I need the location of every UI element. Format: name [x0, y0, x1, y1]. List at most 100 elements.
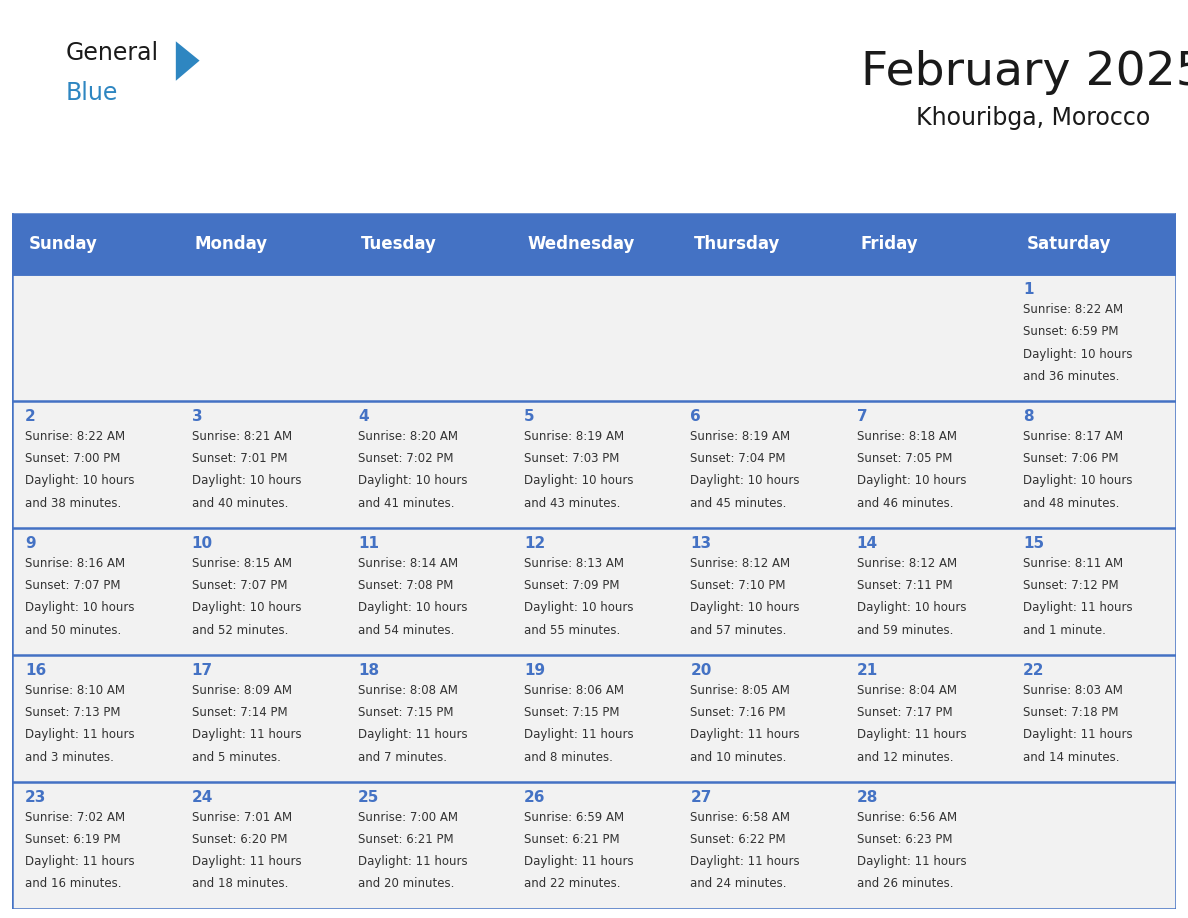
Text: Daylight: 11 hours: Daylight: 11 hours: [690, 856, 800, 868]
Text: 13: 13: [690, 536, 712, 551]
Text: Sunset: 6:21 PM: Sunset: 6:21 PM: [358, 833, 454, 846]
Text: Sunset: 7:15 PM: Sunset: 7:15 PM: [524, 706, 620, 719]
Text: Sunrise: 8:17 AM: Sunrise: 8:17 AM: [1023, 430, 1123, 443]
Text: 27: 27: [690, 790, 712, 805]
Text: Daylight: 11 hours: Daylight: 11 hours: [524, 728, 633, 742]
Text: Daylight: 11 hours: Daylight: 11 hours: [358, 728, 467, 742]
Text: Sunrise: 8:03 AM: Sunrise: 8:03 AM: [1023, 684, 1123, 697]
Text: Sunset: 7:05 PM: Sunset: 7:05 PM: [857, 453, 952, 465]
Text: Sunset: 6:59 PM: Sunset: 6:59 PM: [1023, 325, 1119, 339]
Bar: [843, 782, 1010, 909]
Text: Sunset: 7:12 PM: Sunset: 7:12 PM: [1023, 579, 1119, 592]
Bar: [843, 214, 1010, 274]
Text: Sunrise: 8:15 AM: Sunrise: 8:15 AM: [191, 557, 291, 570]
Bar: [511, 401, 677, 528]
Text: Sunset: 7:16 PM: Sunset: 7:16 PM: [690, 706, 786, 719]
Text: Daylight: 11 hours: Daylight: 11 hours: [358, 856, 467, 868]
Text: Daylight: 11 hours: Daylight: 11 hours: [191, 856, 301, 868]
Bar: [511, 528, 677, 655]
Text: Daylight: 10 hours: Daylight: 10 hours: [25, 601, 134, 614]
Text: 4: 4: [358, 409, 368, 424]
Text: and 59 minutes.: and 59 minutes.: [857, 623, 953, 636]
Text: Daylight: 10 hours: Daylight: 10 hours: [690, 601, 800, 614]
Text: Sunrise: 8:12 AM: Sunrise: 8:12 AM: [690, 557, 790, 570]
Text: Sunrise: 8:08 AM: Sunrise: 8:08 AM: [358, 684, 457, 697]
Text: Sunrise: 7:02 AM: Sunrise: 7:02 AM: [25, 811, 125, 823]
Text: Sunset: 7:11 PM: Sunset: 7:11 PM: [857, 579, 953, 592]
Bar: [12, 655, 178, 782]
Text: and 40 minutes.: and 40 minutes.: [191, 497, 287, 509]
Text: Daylight: 11 hours: Daylight: 11 hours: [1023, 601, 1132, 614]
Text: 25: 25: [358, 790, 379, 805]
Text: Sunrise: 8:05 AM: Sunrise: 8:05 AM: [690, 684, 790, 697]
Text: Sunset: 7:03 PM: Sunset: 7:03 PM: [524, 453, 619, 465]
Text: Sunrise: 8:19 AM: Sunrise: 8:19 AM: [524, 430, 624, 443]
Bar: [178, 274, 345, 401]
Bar: [511, 782, 677, 909]
Text: Sunrise: 8:13 AM: Sunrise: 8:13 AM: [524, 557, 624, 570]
Text: Sunset: 7:07 PM: Sunset: 7:07 PM: [191, 579, 287, 592]
Bar: [843, 274, 1010, 401]
Bar: [677, 782, 843, 909]
Text: Sunset: 7:07 PM: Sunset: 7:07 PM: [25, 579, 121, 592]
Bar: [843, 655, 1010, 782]
Text: Daylight: 10 hours: Daylight: 10 hours: [358, 475, 467, 487]
Bar: [843, 401, 1010, 528]
Text: Daylight: 11 hours: Daylight: 11 hours: [524, 856, 633, 868]
Text: Sunset: 7:04 PM: Sunset: 7:04 PM: [690, 453, 786, 465]
Text: Sunrise: 8:18 AM: Sunrise: 8:18 AM: [857, 430, 956, 443]
Text: Sunset: 7:06 PM: Sunset: 7:06 PM: [1023, 453, 1119, 465]
Bar: [345, 214, 511, 274]
Bar: [511, 214, 677, 274]
Text: 18: 18: [358, 663, 379, 678]
Bar: [1010, 401, 1176, 528]
Text: and 5 minutes.: and 5 minutes.: [191, 751, 280, 764]
Text: Sunset: 7:09 PM: Sunset: 7:09 PM: [524, 579, 620, 592]
Text: and 14 minutes.: and 14 minutes.: [1023, 751, 1119, 764]
Text: Sunrise: 8:10 AM: Sunrise: 8:10 AM: [25, 684, 125, 697]
Text: 14: 14: [857, 536, 878, 551]
Text: Sunset: 7:17 PM: Sunset: 7:17 PM: [857, 706, 953, 719]
Text: Daylight: 10 hours: Daylight: 10 hours: [358, 601, 467, 614]
Text: Sunrise: 6:56 AM: Sunrise: 6:56 AM: [857, 811, 956, 823]
Bar: [1010, 214, 1176, 274]
Text: Khouribga, Morocco: Khouribga, Morocco: [916, 106, 1151, 129]
Text: 9: 9: [25, 536, 36, 551]
Text: Sunset: 7:15 PM: Sunset: 7:15 PM: [358, 706, 454, 719]
Text: and 24 minutes.: and 24 minutes.: [690, 878, 786, 890]
Text: and 38 minutes.: and 38 minutes.: [25, 497, 121, 509]
Text: Daylight: 11 hours: Daylight: 11 hours: [191, 728, 301, 742]
Text: 1: 1: [1023, 283, 1034, 297]
Bar: [677, 655, 843, 782]
Bar: [345, 401, 511, 528]
Text: and 18 minutes.: and 18 minutes.: [191, 878, 287, 890]
Text: and 3 minutes.: and 3 minutes.: [25, 751, 114, 764]
Text: Sunrise: 8:16 AM: Sunrise: 8:16 AM: [25, 557, 125, 570]
Text: and 54 minutes.: and 54 minutes.: [358, 623, 454, 636]
Bar: [345, 655, 511, 782]
Bar: [1010, 274, 1176, 401]
Bar: [12, 528, 178, 655]
Text: Daylight: 10 hours: Daylight: 10 hours: [690, 475, 800, 487]
Text: and 43 minutes.: and 43 minutes.: [524, 497, 620, 509]
Text: Friday: Friday: [860, 235, 918, 253]
Text: Daylight: 10 hours: Daylight: 10 hours: [191, 475, 301, 487]
Text: Sunset: 7:01 PM: Sunset: 7:01 PM: [191, 453, 287, 465]
Text: and 16 minutes.: and 16 minutes.: [25, 878, 121, 890]
Bar: [677, 214, 843, 274]
Text: Tuesday: Tuesday: [361, 235, 437, 253]
Bar: [178, 401, 345, 528]
Text: Sunset: 6:19 PM: Sunset: 6:19 PM: [25, 833, 121, 846]
Text: and 52 minutes.: and 52 minutes.: [191, 623, 287, 636]
Bar: [178, 655, 345, 782]
Bar: [511, 274, 677, 401]
Bar: [12, 401, 178, 528]
Text: and 1 minute.: and 1 minute.: [1023, 623, 1106, 636]
Text: and 26 minutes.: and 26 minutes.: [857, 878, 953, 890]
Text: Thursday: Thursday: [694, 235, 781, 253]
Text: Sunset: 7:18 PM: Sunset: 7:18 PM: [1023, 706, 1119, 719]
Bar: [677, 401, 843, 528]
Text: Sunday: Sunday: [29, 235, 97, 253]
Text: Sunrise: 8:04 AM: Sunrise: 8:04 AM: [857, 684, 956, 697]
Text: 3: 3: [191, 409, 202, 424]
